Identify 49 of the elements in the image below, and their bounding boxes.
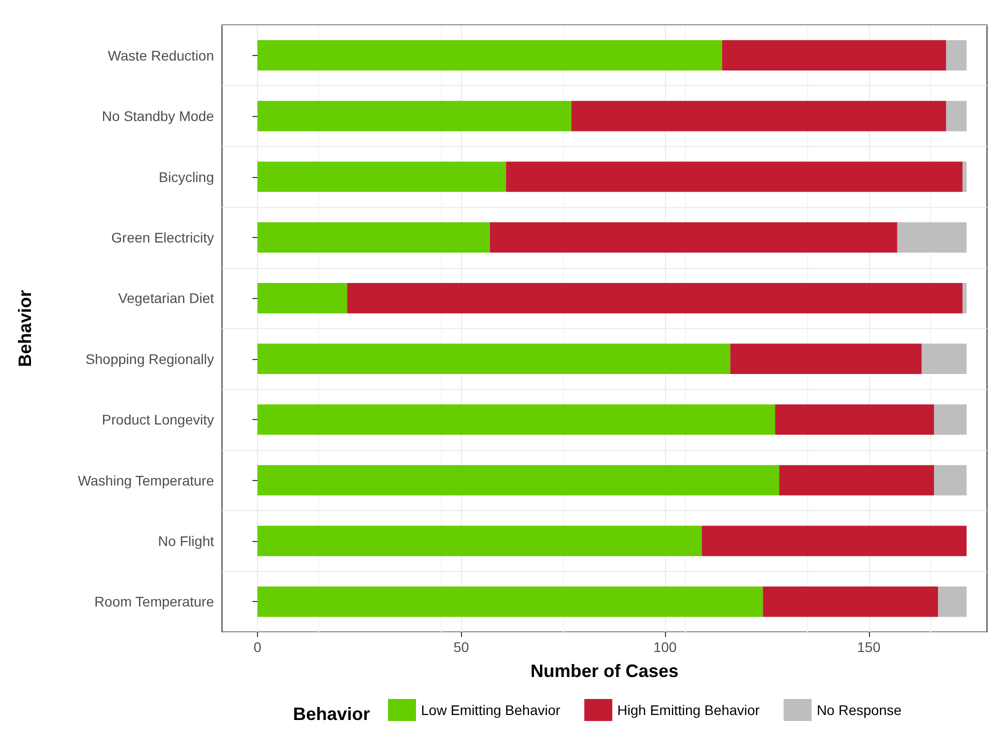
x-axis-title: Number of Cases [530,661,679,681]
legend-label: High Emitting Behavior [617,702,760,718]
y-tick-label: Vegetarian Diet [118,290,214,306]
bar [775,404,934,435]
bar [922,344,967,374]
legend-label: Low Emitting Behavior [421,702,561,718]
bar [762,586,938,617]
y-tick-label: Bicycling [158,168,214,185]
bar [934,465,967,496]
y-tick-label: Room Temperature [94,594,214,610]
bar [897,222,967,253]
bar [257,526,702,556]
y-tick-label: Green Electricity [111,229,214,246]
bar [730,344,922,374]
bar [490,222,898,253]
bar [347,282,963,314]
bar [946,40,967,71]
x-tick-label: 50 [453,639,470,655]
bar [779,465,934,496]
y-tick-label: Product Longevity [102,412,214,428]
bar [257,282,348,314]
x-tick-label: 0 [254,639,262,655]
y-tick-label: Shopping Regionally [86,350,214,367]
bar [257,162,506,192]
y-tick-label: Waste Reduction [108,47,214,64]
bar [506,162,963,192]
bar [722,40,946,71]
bar [702,526,967,556]
y-tick-label: No Standby Mode [102,108,214,124]
bar [946,100,967,132]
y-tick-label: Washing Temperature [78,472,214,488]
bar [257,40,722,71]
bar [571,100,946,132]
legend-label: No Response [816,702,902,718]
bar [257,344,730,374]
bar [257,586,763,617]
bar [257,404,776,435]
bar [934,404,967,435]
bar [962,162,967,192]
bar [257,465,780,496]
y-tick-label: No Flight [158,532,214,549]
bar [257,100,572,132]
bar [257,222,490,253]
bar [962,282,967,314]
bar [938,586,967,617]
x-tick-label: 100 [653,639,677,655]
y-axis-title: Behavior [15,290,35,368]
legend-title: Behavior [293,704,370,724]
x-tick-label: 150 [857,639,881,655]
